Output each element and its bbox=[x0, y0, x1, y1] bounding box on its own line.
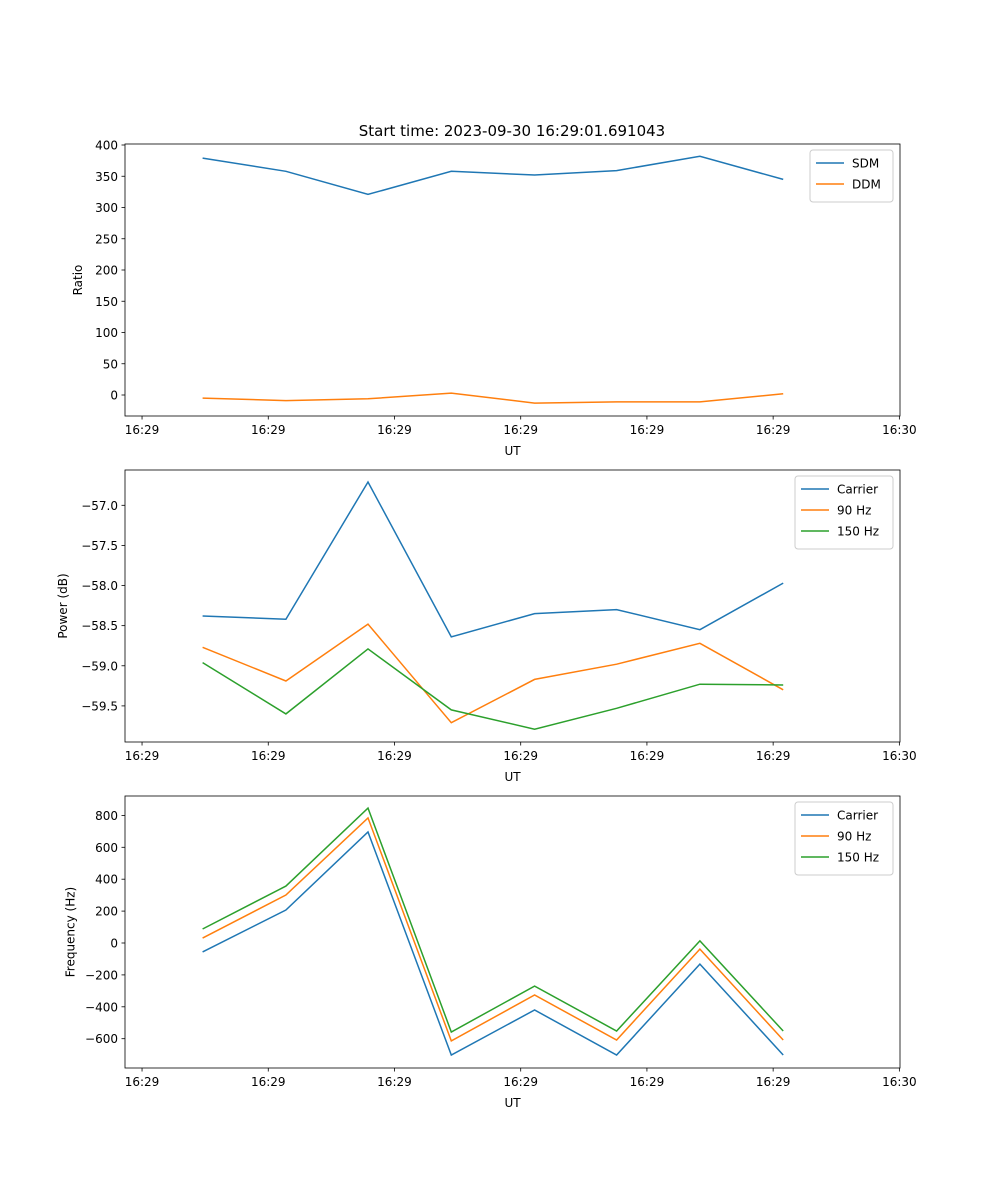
y-tick-label: 300 bbox=[95, 201, 118, 215]
series-line-carrier bbox=[202, 480, 784, 638]
y-tick-label: 200 bbox=[95, 905, 118, 919]
y-tick-label: 150 bbox=[95, 295, 118, 309]
axes-frame bbox=[124, 469, 901, 743]
y-tick-label: −400 bbox=[85, 1000, 118, 1014]
series-line-90-hz bbox=[202, 816, 784, 1042]
y-tick-label: 350 bbox=[95, 170, 118, 184]
x-tick-label: 16:30 bbox=[882, 749, 917, 763]
series-line-ddm bbox=[202, 392, 784, 404]
legend-label: 150 Hz bbox=[837, 525, 879, 539]
x-tick-label: 16:29 bbox=[756, 1075, 791, 1089]
x-tick-label: 16:29 bbox=[630, 423, 665, 437]
x-tick-label: 16:29 bbox=[630, 749, 665, 763]
y-tick-label: −58.5 bbox=[81, 619, 118, 633]
legend: Carrier 90 Hz 150 Hz bbox=[794, 475, 894, 550]
legend: Carrier 90 Hz 150 Hz bbox=[794, 801, 894, 876]
subplot-3: 16:29 16:29 16:29 16:29 16:29 16:29 16:30 UT 800… bbox=[64, 795, 917, 1110]
axes-frame bbox=[124, 143, 901, 417]
axes-frame bbox=[124, 795, 901, 1069]
series-line-90-hz bbox=[202, 623, 784, 724]
series-line-carrier bbox=[202, 830, 784, 1057]
x-axis-label: UT bbox=[504, 770, 521, 784]
y-axis-label: Power (dB) bbox=[56, 573, 70, 638]
y-tick-label: 400 bbox=[95, 139, 118, 153]
y-tick-label: −59.5 bbox=[81, 699, 118, 713]
legend-label: 90 Hz bbox=[837, 830, 871, 844]
x-tick-label: 16:29 bbox=[630, 1075, 665, 1089]
x-tick-label: 16:29 bbox=[503, 749, 538, 763]
y-tick-label: 400 bbox=[95, 873, 118, 887]
figure-title: Start time: 2023-09-30 16:29:01.691043 bbox=[359, 122, 665, 140]
y-tick-label: 50 bbox=[103, 357, 118, 371]
x-tick-label: 16:29 bbox=[503, 423, 538, 437]
series-line-150-hz bbox=[202, 806, 784, 1034]
y-tick-label: 200 bbox=[95, 264, 118, 278]
series-line-sdm bbox=[202, 155, 784, 196]
x-tick-label: 16:29 bbox=[125, 749, 160, 763]
y-tick-label: 250 bbox=[95, 232, 118, 246]
y-axis-label: Frequency (Hz) bbox=[64, 887, 78, 978]
y-tick-label: −59.0 bbox=[81, 659, 118, 673]
y-tick-label: 600 bbox=[95, 841, 118, 855]
y-tick-label: 800 bbox=[95, 809, 118, 823]
x-tick-label: 16:29 bbox=[756, 749, 791, 763]
x-tick-label: 16:29 bbox=[125, 1075, 160, 1089]
y-tick-label: −200 bbox=[85, 968, 118, 982]
x-tick-label: 16:29 bbox=[251, 749, 286, 763]
x-axis-label: UT bbox=[504, 1096, 521, 1110]
y-tick-label: −57.0 bbox=[81, 499, 118, 513]
x-tick-label: 16:29 bbox=[125, 423, 160, 437]
x-axis-label: UT bbox=[504, 444, 521, 458]
legend-label: Carrier bbox=[837, 483, 878, 497]
subplot-1: 16:29 16:29 16:29 16:29 16:29 16:29 16:30 UT 0 50… bbox=[71, 139, 916, 459]
y-tick-label: −600 bbox=[85, 1032, 118, 1046]
series-line-150-hz bbox=[202, 647, 784, 730]
y-tick-label: 100 bbox=[95, 326, 118, 340]
y-tick-label: −57.5 bbox=[81, 539, 118, 553]
legend-label: 150 Hz bbox=[837, 851, 879, 865]
y-tick-label: −58.0 bbox=[81, 579, 118, 593]
legend-label: SDM bbox=[852, 157, 879, 171]
x-tick-label: 16:29 bbox=[503, 1075, 538, 1089]
legend-label: 90 Hz bbox=[837, 504, 871, 518]
y-axis-label: Ratio bbox=[71, 265, 85, 296]
x-tick-label: 16:30 bbox=[882, 423, 917, 437]
x-tick-label: 16:29 bbox=[377, 1075, 412, 1089]
y-tick-label: 0 bbox=[110, 389, 118, 403]
x-tick-label: 16:29 bbox=[251, 423, 286, 437]
x-tick-label: 16:29 bbox=[251, 1075, 286, 1089]
x-tick-label: 16:29 bbox=[756, 423, 791, 437]
x-tick-label: 16:29 bbox=[377, 749, 412, 763]
y-tick-label: 0 bbox=[110, 936, 118, 950]
legend-label: Carrier bbox=[837, 809, 878, 823]
x-tick-label: 16:29 bbox=[377, 423, 412, 437]
subplot-2: 16:29 16:29 16:29 16:29 16:29 16:29 16:30 UT −57… bbox=[56, 469, 917, 784]
legend: SDM DDM bbox=[809, 149, 894, 203]
legend-label: DDM bbox=[852, 178, 881, 192]
x-tick-label: 16:30 bbox=[882, 1075, 917, 1089]
